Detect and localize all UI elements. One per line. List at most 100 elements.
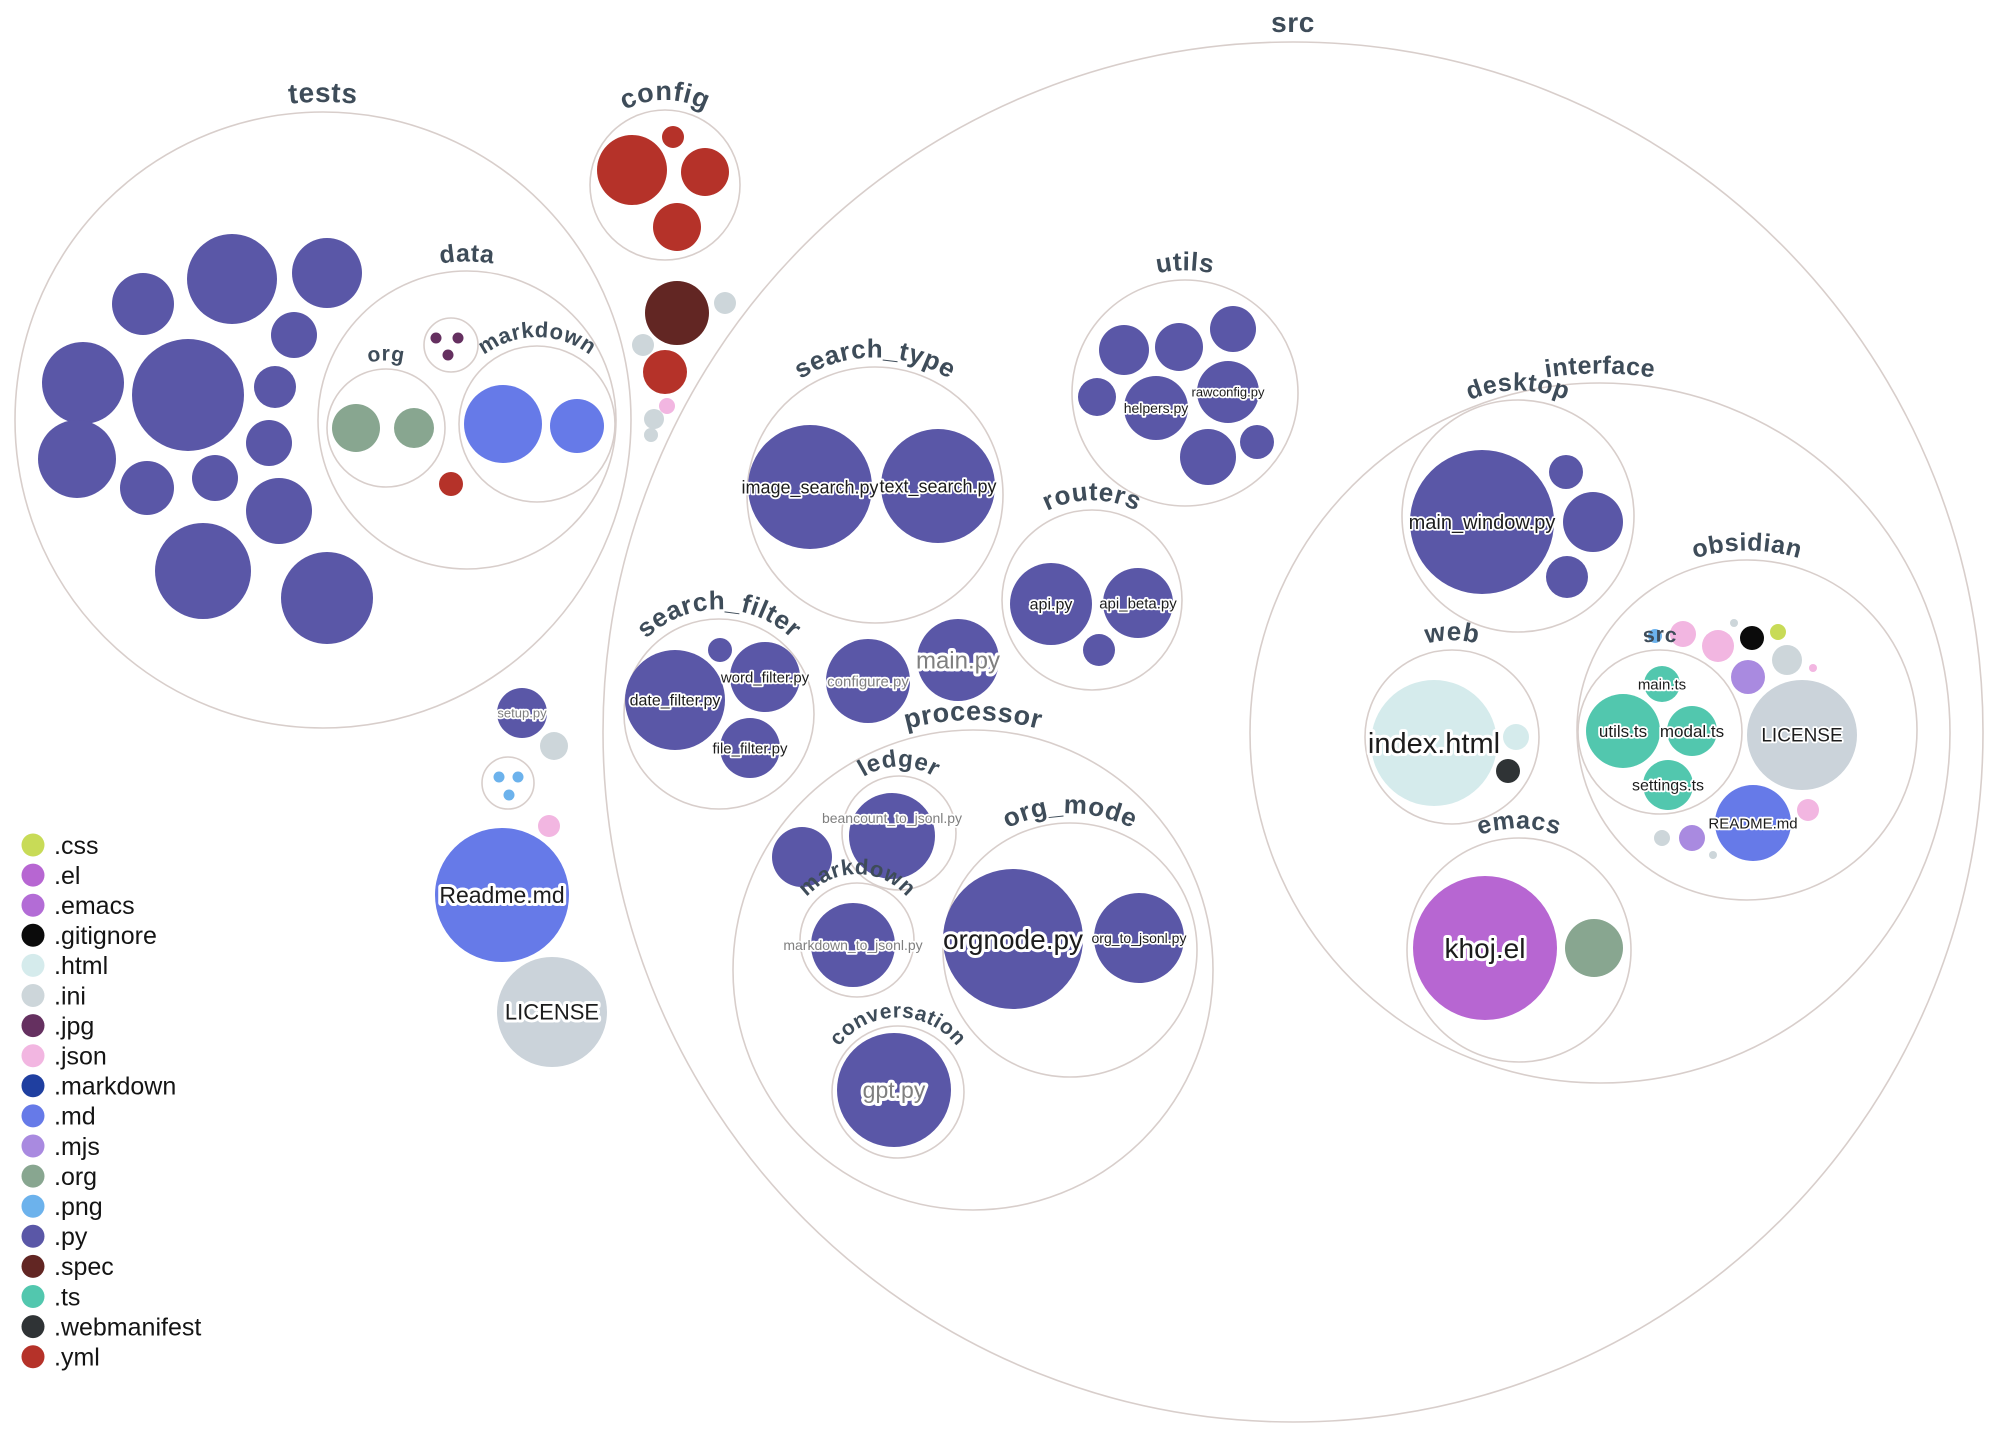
file-circle-yml-file[interactable]	[662, 126, 684, 148]
file-circle-ini-file[interactable]	[632, 334, 654, 356]
file-circle-json-file[interactable]	[1702, 630, 1734, 662]
file-circle-yml-file[interactable]	[439, 472, 463, 496]
file-circle-file_filter.py[interactable]	[720, 718, 780, 778]
folder-circle-markdown[interactable]	[458, 345, 616, 503]
file-circle-py-file[interactable]	[192, 455, 238, 501]
file-circle-index.html[interactable]	[1371, 680, 1497, 806]
file-circle-png-file[interactable]	[503, 789, 515, 801]
file-circle-py-file[interactable]	[708, 638, 732, 662]
file-circle-gitignore-file[interactable]	[1740, 626, 1764, 650]
file-circle-ini-file[interactable]	[1654, 830, 1670, 846]
file-circle-org-file[interactable]	[1565, 919, 1623, 977]
file-circle-py-file[interactable]	[1210, 306, 1256, 352]
file-circle-yml-file[interactable]	[597, 135, 667, 205]
file-circle-py-file[interactable]	[42, 342, 124, 424]
folder-circle-web[interactable]	[1364, 649, 1540, 825]
file-circle-json-file[interactable]	[1809, 664, 1817, 672]
folder-circle-emacs[interactable]	[1406, 837, 1632, 1063]
file-circle-md-file[interactable]	[550, 399, 604, 453]
file-circle-json-file[interactable]	[659, 398, 675, 414]
file-circle-ini-file[interactable]	[1709, 851, 1717, 859]
file-circle-py-file[interactable]	[1083, 634, 1115, 666]
file-circle-json-file[interactable]	[1797, 799, 1819, 821]
file-circle-html-file[interactable]	[1503, 724, 1529, 750]
file-circle-ini-file[interactable]	[1772, 645, 1802, 675]
folder-circle-ledger[interactable]	[841, 775, 957, 891]
file-circle-text_search.py[interactable]	[881, 429, 995, 543]
file-circle-py-file[interactable]	[246, 478, 312, 544]
file-circle-md-file[interactable]	[464, 385, 542, 463]
file-circle-ini-file[interactable]	[644, 428, 658, 442]
file-circle-jpg-file[interactable]	[430, 332, 442, 344]
file-circle-py-file[interactable]	[271, 312, 317, 358]
file-circle-setup.py[interactable]	[497, 688, 547, 738]
file-circle-json-file[interactable]	[538, 815, 560, 837]
file-circle-py-file[interactable]	[1563, 492, 1623, 552]
folder-circle-obsidian[interactable]	[1576, 559, 1918, 901]
file-circle-beancount_to_jsonl.py[interactable]	[849, 793, 935, 879]
file-circle-yml-file[interactable]	[653, 203, 701, 251]
file-circle-mjs-file[interactable]	[1679, 825, 1705, 851]
file-circle-main_window.py[interactable]	[1410, 450, 1554, 594]
file-circle-ini-file[interactable]	[644, 409, 664, 429]
file-circle-khoj.el[interactable]	[1413, 876, 1557, 1020]
file-circle-jpg-file[interactable]	[452, 332, 464, 344]
folder-circle-org_mode[interactable]	[942, 822, 1198, 1078]
file-circle-ini-file[interactable]	[1730, 619, 1738, 627]
file-circle-py-file[interactable]	[155, 523, 251, 619]
file-circle-py-file[interactable]	[1546, 556, 1588, 598]
file-circle-api.py[interactable]	[1010, 563, 1092, 645]
file-circle-png-file[interactable]	[493, 771, 505, 783]
file-circle-utils.ts[interactable]	[1586, 694, 1660, 768]
file-circle-markdown_to_jsonl.py[interactable]	[811, 903, 895, 987]
file-circle-py-file[interactable]	[281, 552, 373, 644]
folder-circle-utils[interactable]	[1071, 279, 1299, 507]
file-circle-py-file[interactable]	[1078, 378, 1116, 416]
folder-circle-tests[interactable]	[14, 111, 632, 729]
file-circle-README.md[interactable]	[1715, 785, 1791, 861]
file-circle-settings.ts[interactable]	[1643, 760, 1693, 810]
file-circle-py-file[interactable]	[38, 420, 116, 498]
file-circle-gpt.py[interactable]	[837, 1033, 951, 1147]
folder-circle-unnamed[interactable]	[481, 756, 535, 810]
file-circle-py-file[interactable]	[1180, 429, 1236, 485]
file-circle-org-file[interactable]	[332, 404, 380, 452]
file-circle-ini-file[interactable]	[540, 732, 568, 760]
file-circle-py-file[interactable]	[1240, 425, 1274, 459]
file-circle-main.py[interactable]	[917, 619, 999, 701]
folder-circle-markdown[interactable]	[799, 882, 915, 998]
file-circle-api_beta.py[interactable]	[1103, 568, 1173, 638]
file-circle-py-file[interactable]	[112, 273, 174, 335]
file-circle-org-file[interactable]	[394, 408, 434, 448]
file-circle-spec-file[interactable]	[645, 281, 709, 345]
folder-circle-src[interactable]	[602, 41, 1984, 1423]
file-circle-date_filter.py[interactable]	[625, 650, 725, 750]
file-circle-webmanifest-file[interactable]	[1496, 759, 1520, 783]
file-circle-LICENSE[interactable]	[1747, 680, 1857, 790]
file-circle-py-file[interactable]	[132, 339, 244, 451]
folder-circle-data[interactable]	[317, 270, 617, 570]
file-circle-py-file[interactable]	[1099, 325, 1149, 375]
folder-circle-processor[interactable]	[732, 729, 1214, 1211]
folder-circle-conversation[interactable]	[831, 1025, 965, 1159]
file-circle-main.ts[interactable]	[1644, 666, 1680, 702]
folder-circle-search_type[interactable]	[746, 366, 1004, 624]
file-circle-rawconfig.py[interactable]	[1197, 361, 1259, 423]
file-circle-py-file[interactable]	[772, 827, 832, 887]
folder-circle-routers[interactable]	[1001, 509, 1183, 691]
file-circle-py-file[interactable]	[120, 461, 174, 515]
file-circle-configure.py[interactable]	[826, 639, 910, 723]
file-circle-org_to_jsonl.py[interactable]	[1094, 893, 1184, 983]
file-circle-orgnode.py[interactable]	[943, 869, 1083, 1009]
file-circle-ini-file[interactable]	[714, 292, 736, 314]
file-circle-py-file[interactable]	[292, 238, 362, 308]
file-circle-modal.ts[interactable]	[1667, 706, 1717, 756]
file-circle-css-file[interactable]	[1770, 624, 1786, 640]
file-circle-mjs-file[interactable]	[1731, 660, 1765, 694]
file-circle-word_filter.py[interactable]	[730, 642, 800, 712]
file-circle-yml-file[interactable]	[681, 148, 729, 196]
file-circle-png-file[interactable]	[1648, 629, 1662, 643]
file-circle-image_search.py[interactable]	[748, 425, 872, 549]
folder-circle-interface[interactable]	[1249, 382, 1951, 1084]
file-circle-py-file[interactable]	[246, 420, 292, 466]
